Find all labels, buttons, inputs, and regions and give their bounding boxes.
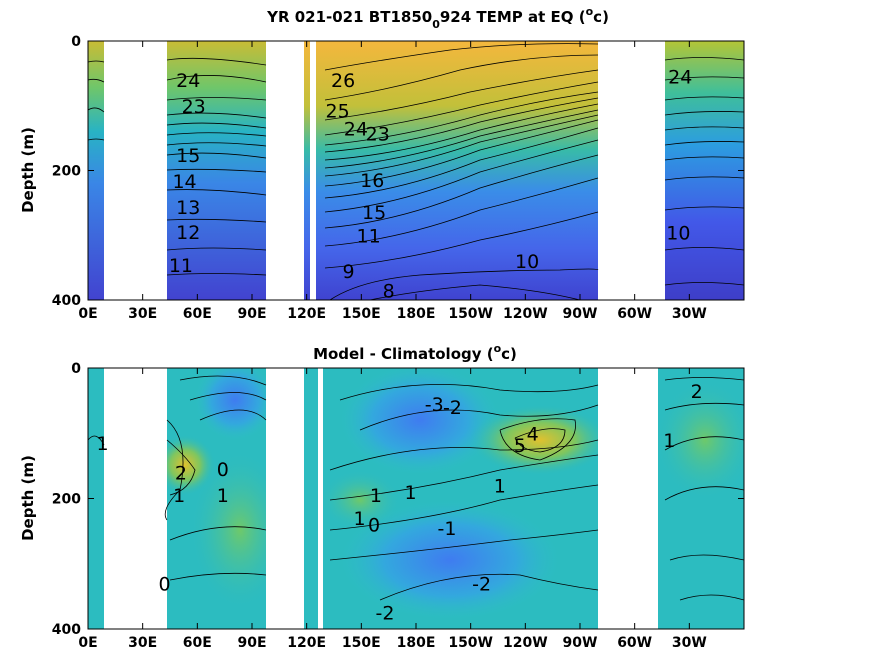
contour-label: 16: [360, 170, 384, 192]
axis-ticks-anomaly: 0E 30E 60E 90E 120E 150E 180E 150W 120W 90W 60W 30W…: [52, 361, 744, 651]
contour-label: 1: [173, 485, 185, 507]
contour-label: 24: [176, 70, 200, 92]
land-gap-america-anom: [598, 368, 658, 629]
y-tick-label: 400: [52, 622, 81, 638]
land-gap-maritime: [266, 41, 304, 300]
y-tick-label: 400: [52, 293, 81, 309]
contour-label: 0: [217, 459, 229, 481]
y-tick-label: 200: [52, 492, 81, 508]
x-tick-label: 150E: [342, 635, 381, 651]
contour-label: 24: [668, 67, 692, 89]
x-tick-label: 30E: [128, 635, 157, 651]
land-gap-africa-anom: [104, 368, 167, 629]
x-tick-label: 30W: [672, 306, 707, 322]
contour-label: 12: [176, 222, 200, 244]
temperature-contours: [88, 43, 744, 300]
contour-label: 11: [169, 255, 193, 277]
panel-temperature: YR 021-021 BT18500924 TEMP at EQ (oc): [19, 5, 745, 322]
contour-label: 23: [366, 124, 390, 146]
contour-label: 4: [527, 423, 539, 445]
contour-label: -1: [438, 518, 457, 540]
x-tick-label: 30W: [672, 635, 707, 651]
x-tick-label: 120W: [503, 635, 548, 651]
chart-title-temperature: YR 021-021 BT18500924 TEMP at EQ (oc): [266, 5, 609, 31]
x-tick-label: 60E: [183, 635, 212, 651]
axis-ticks-temperature: 0E 30E 60E 90E 120E 150E 180E 150W 120W 90W 60W 30W…: [52, 34, 744, 322]
anomaly-contours: [88, 375, 744, 601]
contour-label: 8: [383, 280, 395, 302]
contour-label: 13: [176, 197, 200, 219]
contour-label: 5: [514, 435, 526, 457]
x-tick-label: 0E: [78, 635, 97, 651]
contour-label: 15: [362, 202, 386, 224]
contour-label: 1: [353, 508, 365, 530]
x-tick-label: 90E: [237, 635, 266, 651]
x-tick-label: 120W: [503, 306, 548, 322]
chart-title-anomaly: Model - Climatology (oc): [313, 342, 517, 363]
contour-label: 10: [515, 251, 539, 273]
contour-label: 11: [357, 225, 381, 247]
y-tick-label: 200: [52, 164, 81, 180]
contour-label: -2: [443, 397, 462, 419]
contour-label: 26: [331, 70, 355, 92]
x-tick-label: 60W: [617, 306, 652, 322]
x-tick-label: 150E: [342, 306, 381, 322]
contour-label: -3: [425, 394, 444, 416]
contour-label: 10: [666, 223, 690, 245]
contour-label: 2: [175, 462, 187, 484]
x-tick-label: 30E: [128, 306, 157, 322]
contour-label: 1: [217, 485, 229, 507]
contour-label: 0: [368, 515, 380, 537]
contour-label: 1: [404, 482, 416, 504]
land-gap-small: [310, 41, 316, 300]
land-gap-small-anom: [318, 368, 323, 629]
x-tick-label: 90W: [563, 306, 598, 322]
x-tick-label: 180E: [397, 635, 436, 651]
contour-label: 24: [344, 118, 368, 140]
contour-label: 2: [691, 381, 703, 403]
contour-label: 1: [97, 433, 109, 455]
contour-label: 1: [370, 485, 382, 507]
contour-label: 14: [172, 171, 196, 193]
contour-label: 9: [343, 261, 355, 283]
contour-label: -2: [376, 603, 395, 625]
land-gap-america: [598, 41, 658, 300]
x-tick-label: 120E: [287, 635, 326, 651]
panel-anomaly: Model - Climatology (oc): [19, 342, 745, 651]
y-tick-label: 0: [71, 34, 81, 50]
x-tick-label: 180E: [397, 306, 436, 322]
y-tick-label: 0: [71, 361, 81, 377]
contour-label: 1: [494, 475, 506, 497]
ylabel-temperature: Depth (m): [19, 127, 37, 213]
x-tick-label: 0E: [78, 306, 97, 322]
x-tick-label: 90E: [237, 306, 266, 322]
contour-label: -2: [472, 573, 491, 595]
x-tick-label: 120E: [287, 306, 326, 322]
x-tick-label: 60E: [183, 306, 212, 322]
x-tick-label: 150W: [448, 306, 493, 322]
contour-label: 15: [176, 145, 200, 167]
contour-label: 0: [158, 573, 170, 595]
contour-label: 25: [326, 100, 350, 122]
x-tick-label: 60W: [617, 635, 652, 651]
x-tick-label: 150W: [448, 635, 493, 651]
contour-label: 23: [182, 96, 206, 118]
x-tick-label: 90W: [563, 635, 598, 651]
ylabel-anomaly: Depth (m): [19, 455, 37, 541]
land-gap-africa: [104, 41, 167, 300]
land-gap-maritime-anom: [266, 368, 304, 629]
contour-label: 1: [663, 430, 675, 452]
